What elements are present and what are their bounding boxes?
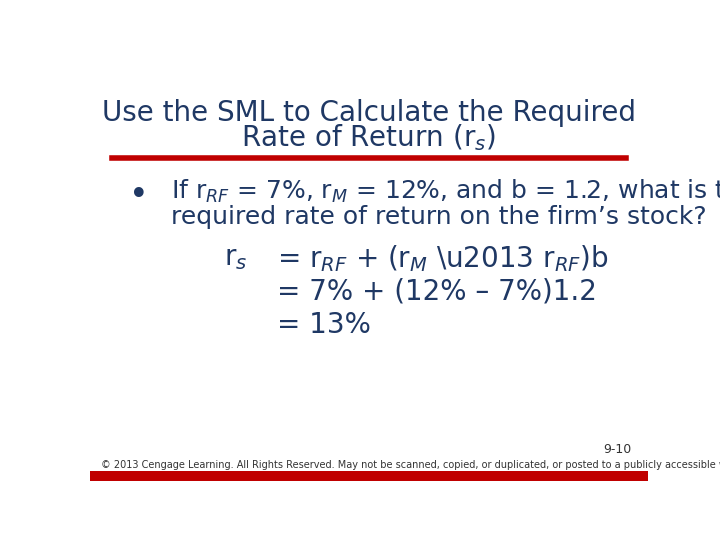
Text: = r$_{RF}$ + (r$_M$ \u2013 r$_{RF}$)b: = r$_{RF}$ + (r$_M$ \u2013 r$_{RF}$)b bbox=[277, 243, 608, 274]
Text: Rate of Return (r$_s$): Rate of Return (r$_s$) bbox=[241, 122, 497, 153]
Text: 9-10: 9-10 bbox=[603, 443, 631, 456]
Text: Use the SML to Calculate the Required: Use the SML to Calculate the Required bbox=[102, 99, 636, 126]
Text: r$_s$: r$_s$ bbox=[224, 244, 248, 272]
Bar bbox=[90, 471, 648, 481]
Text: = 7% + (12% – 7%)1.2: = 7% + (12% – 7%)1.2 bbox=[277, 278, 597, 306]
Text: required rate of return on the firm’s stock?: required rate of return on the firm’s st… bbox=[171, 205, 706, 228]
Text: © 2013 Cengage Learning. All Rights Reserved. May not be scanned, copied, or dup: © 2013 Cengage Learning. All Rights Rese… bbox=[101, 460, 720, 470]
Text: If r$_{RF}$ = 7%, r$_{M}$ = 12%, and b = 1.2, what is the: If r$_{RF}$ = 7%, r$_{M}$ = 12%, and b =… bbox=[171, 178, 720, 205]
Text: •: • bbox=[129, 179, 149, 212]
Text: = 13%: = 13% bbox=[277, 310, 371, 339]
